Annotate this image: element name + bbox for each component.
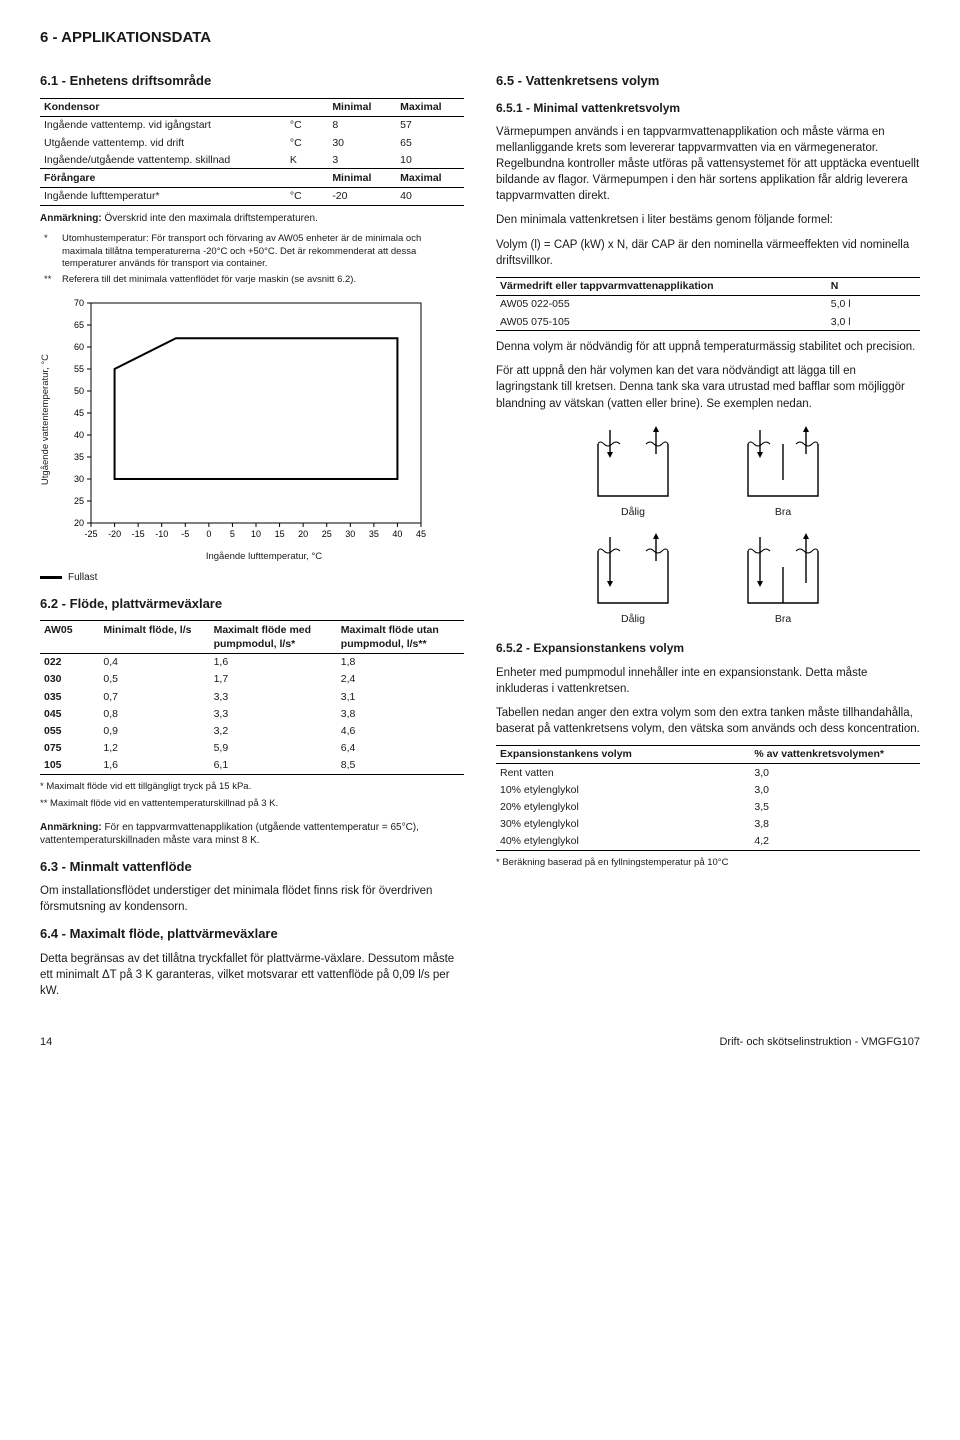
page-title: 6 - APPLIKATIONSDATA xyxy=(40,28,920,48)
doc-id: Drift- och skötselinstruktion - VMGFG107 xyxy=(719,1035,920,1050)
right-column: 6.5 - Vattenkretsens volym 6.5.1 - Minim… xyxy=(496,62,920,1007)
th: Minimal xyxy=(328,98,396,116)
svg-text:25: 25 xyxy=(74,496,84,506)
svg-text:-25: -25 xyxy=(84,529,97,539)
svg-text:0: 0 xyxy=(206,529,211,539)
sec-6-3-heading: 6.3 - Minmalt vattenflöde xyxy=(40,858,464,876)
svg-text:-15: -15 xyxy=(131,529,144,539)
sec-6-4-heading: 6.4 - Maximalt flöde, plattvärmeväxlare xyxy=(40,925,464,943)
svg-text:45: 45 xyxy=(74,408,84,418)
footnotes: *Utomhustemperatur: För transport och fö… xyxy=(40,231,464,288)
sec-6-1-heading: 6.1 - Enhetens driftsområde xyxy=(40,72,464,90)
svg-text:5: 5 xyxy=(230,529,235,539)
main-columns: 6.1 - Enhetens driftsområde Kondensor Mi… xyxy=(40,62,920,1007)
svg-text:30: 30 xyxy=(345,529,355,539)
tank-icon xyxy=(738,426,828,501)
tank-good-1: Bra xyxy=(738,426,828,519)
tank-bad-2: Dålig xyxy=(588,533,678,626)
p651-1: Värmepumpen används i en tappvarmvattena… xyxy=(496,124,920,204)
p651-4: Denna volym är nödvändig för att uppnå t… xyxy=(496,339,920,355)
svg-text:30: 30 xyxy=(74,474,84,484)
page-number: 14 xyxy=(40,1035,52,1050)
sec-6-5-2-heading: 6.5.2 - Expansionstankens volym xyxy=(496,640,920,656)
tank-bad-1: Dålig xyxy=(588,426,678,519)
foot1: * Maximalt flöde vid ett tillgängligt tr… xyxy=(40,781,464,794)
th: Maximal xyxy=(396,98,464,116)
th xyxy=(286,98,328,116)
tank-diagram-row-2: Dålig Bra xyxy=(496,533,920,626)
chart-svg: 7065605550454035302520-25-20-15-10-50510… xyxy=(59,295,429,545)
svg-text:60: 60 xyxy=(74,342,84,352)
sec-6-5-1-heading: 6.5.1 - Minimal vattenkretsvolym xyxy=(496,100,920,116)
flow-table: AW05 Minimalt flöde, l/s Maximalt flöde … xyxy=(40,620,464,775)
condenser-table: Kondensor Minimal Maximal Ingående vatte… xyxy=(40,98,464,206)
svg-text:-10: -10 xyxy=(155,529,168,539)
p651-2: Den minimala vattenkretsen i liter bestä… xyxy=(496,212,920,228)
svg-text:25: 25 xyxy=(322,529,332,539)
note62: Anmärkning: För en tappvarmvattenapplika… xyxy=(40,821,464,848)
svg-text:-5: -5 xyxy=(181,529,189,539)
svg-text:10: 10 xyxy=(251,529,261,539)
left-column: 6.1 - Enhetens driftsområde Kondensor Mi… xyxy=(40,62,464,1007)
svg-text:-20: -20 xyxy=(108,529,121,539)
svg-text:40: 40 xyxy=(74,430,84,440)
expansion-table: Expansionstankens volym% av vattenkretsv… xyxy=(496,745,920,851)
svg-text:55: 55 xyxy=(74,364,84,374)
sec63-para: Om installationsflödet understiger det m… xyxy=(40,883,464,915)
legend-line-icon xyxy=(40,576,62,579)
svg-text:50: 50 xyxy=(74,386,84,396)
th: Kondensor xyxy=(40,98,286,116)
exp-foot: * Beräkning baserad på en fyllningstempe… xyxy=(496,857,920,870)
p651-5: För att uppnå den här volymen kan det va… xyxy=(496,363,920,411)
y-axis-label: Utgående vattentemperatur, °C xyxy=(40,354,53,485)
svg-text:65: 65 xyxy=(74,320,84,330)
sec64-para: Detta begränsas av det tillåtna tryckfal… xyxy=(40,951,464,999)
note: Anmärkning: Överskrid inte den maximala … xyxy=(40,212,464,226)
operating-range-chart: Utgående vattentemperatur, °C 7065605550… xyxy=(40,295,464,564)
svg-text:40: 40 xyxy=(392,529,402,539)
tank-icon xyxy=(588,426,678,501)
sec-6-2-heading: 6.2 - Flöde, plattvärmeväxlare xyxy=(40,595,464,613)
p652-1: Enheter med pumpmodul innehåller inte en… xyxy=(496,665,920,697)
x-axis-label: Ingående lufttemperatur, °C xyxy=(64,551,464,564)
svg-text:35: 35 xyxy=(74,452,84,462)
tank-icon xyxy=(588,533,678,608)
tank-icon xyxy=(738,533,828,608)
tank-diagram-row-1: Dålig Bra xyxy=(496,426,920,519)
sec-6-5-heading: 6.5 - Vattenkretsens volym xyxy=(496,72,920,90)
svg-text:15: 15 xyxy=(274,529,284,539)
svg-text:35: 35 xyxy=(369,529,379,539)
p651-3: Volym (l) = CAP (kW) x N, där CAP är den… xyxy=(496,237,920,269)
svg-text:20: 20 xyxy=(298,529,308,539)
p652-2: Tabellen nedan anger den extra volym som… xyxy=(496,705,920,737)
tank-good-2: Bra xyxy=(738,533,828,626)
svg-text:45: 45 xyxy=(416,529,426,539)
chart-legend: Fullast xyxy=(40,571,464,585)
page-footer: 14 Drift- och skötselinstruktion - VMGFG… xyxy=(40,1035,920,1050)
n-table: Värmedrift eller tappvarmvattenapplikati… xyxy=(496,277,920,332)
svg-text:20: 20 xyxy=(74,518,84,528)
foot2: ** Maximalt flöde vid en vattentemperatu… xyxy=(40,798,464,811)
svg-text:70: 70 xyxy=(74,298,84,308)
